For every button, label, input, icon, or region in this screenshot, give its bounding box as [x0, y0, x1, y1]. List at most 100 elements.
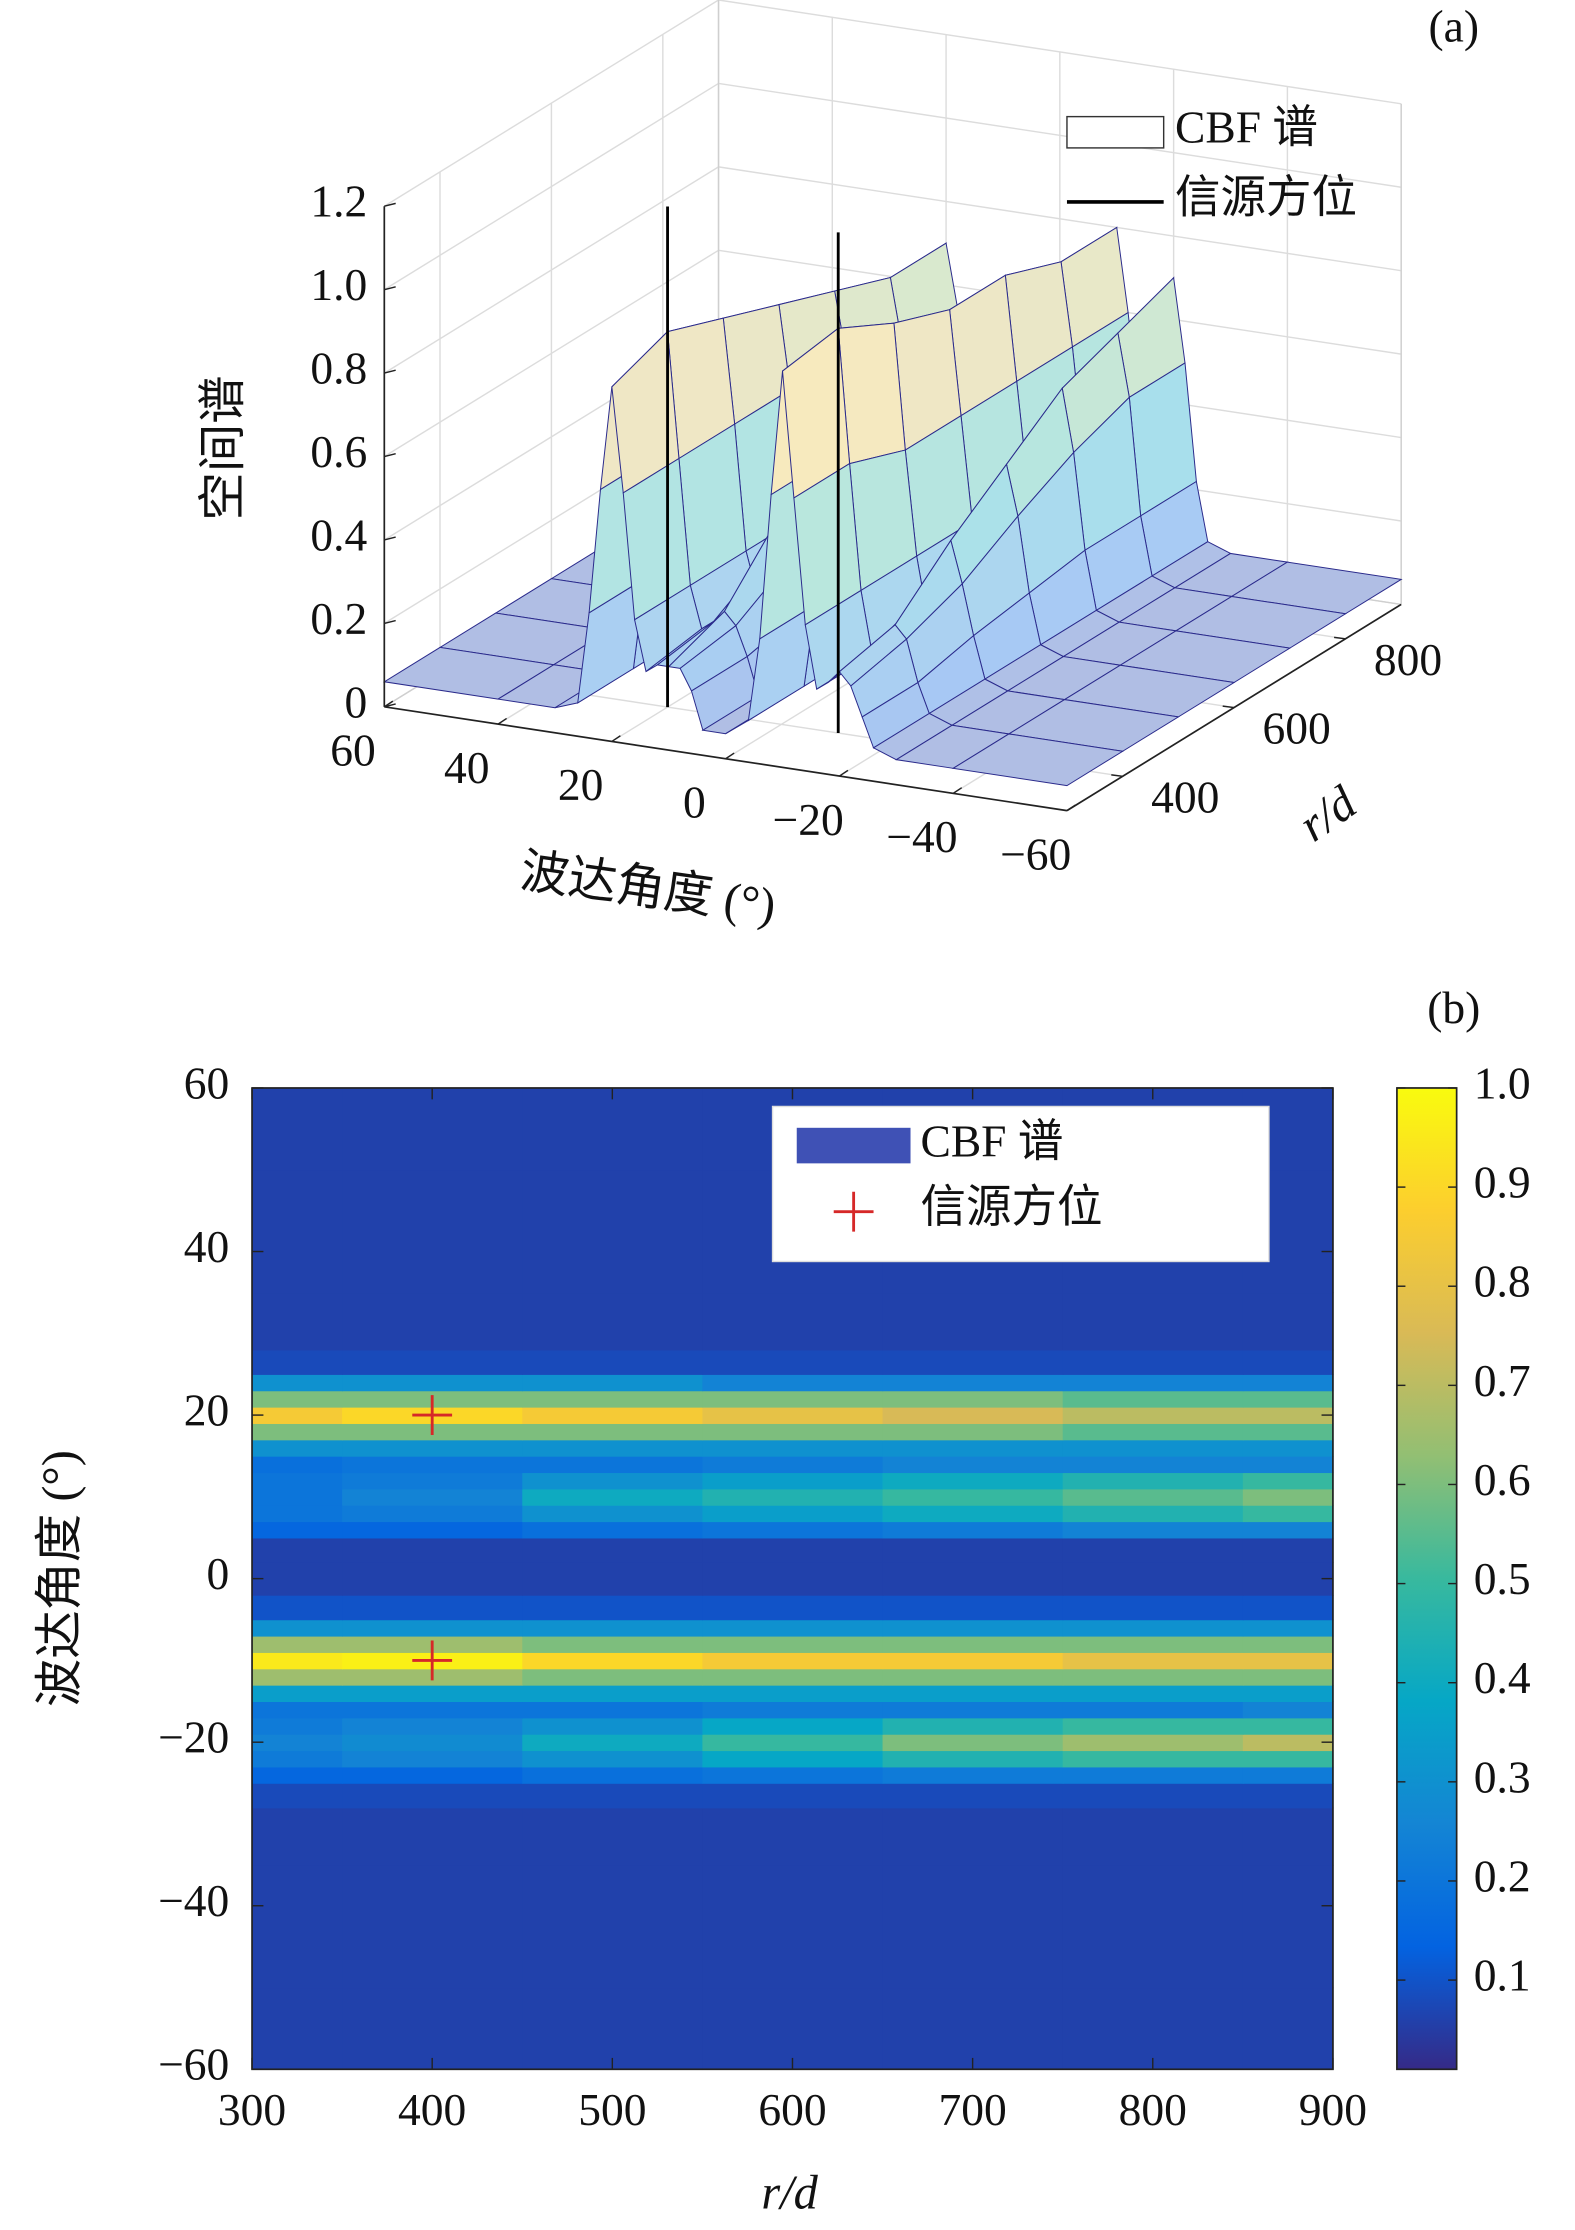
x-tick-label: 20: [558, 759, 604, 810]
heat-cell: [522, 1734, 704, 1752]
heat-cell: [522, 1537, 704, 1563]
heat-cell: [1242, 1701, 1334, 1719]
heat-cell: [882, 1292, 1064, 1351]
heat-cell: [252, 1766, 343, 1784]
heat-cell: [252, 1439, 343, 1457]
legend-label: CBF 谱: [1175, 102, 1318, 153]
heat-cell: [252, 1472, 343, 1490]
z-tick-label: 1.0: [310, 259, 367, 310]
heat-cell: [882, 1652, 1064, 1670]
heat-cell: [342, 1169, 523, 1294]
heat-cell: [1062, 1537, 1244, 1563]
heat-cell: [882, 1783, 1064, 1809]
heat-cell: [1062, 1987, 1244, 2071]
y-tick-label: 20: [184, 1385, 230, 1436]
heat-cell: [702, 1717, 884, 1735]
heat-cell: [342, 1684, 523, 1703]
heat-cell: [882, 1521, 1064, 1539]
x-tick-label: 600: [758, 2084, 826, 2135]
heat-cell: [882, 1439, 1064, 1457]
grid-line: [383, 249, 719, 458]
x-tick-label: 500: [578, 2084, 646, 2135]
heat-cell: [702, 1652, 884, 1670]
heat-cell: [1242, 1750, 1334, 1768]
heat-cell: [1062, 1349, 1244, 1375]
x-tick: [497, 717, 508, 725]
grid-line: [383, 0, 719, 207]
x-tick: [1066, 804, 1076, 812]
heat-cell: [252, 1668, 343, 1686]
heat-cell: [702, 1374, 884, 1392]
heat-cell: [1242, 1783, 1334, 1809]
heat-cell: [1242, 1390, 1334, 1408]
heat-cell: [342, 1807, 523, 1866]
x-tick: [725, 752, 735, 760]
z-tick-label: 0.6: [310, 426, 367, 477]
z-tick: [384, 286, 396, 291]
heat-cell: [882, 1684, 1064, 1703]
heat-cell: [702, 1864, 884, 1989]
heat-cell: [702, 1455, 884, 1474]
legend-swatch: [796, 1127, 911, 1164]
panel-label: (a): [1429, 1, 1480, 52]
heat-cell: [522, 1349, 704, 1375]
grid-line: [718, 0, 1402, 105]
heat-cell: [882, 1717, 1064, 1735]
heat-cell: [1062, 1864, 1244, 1989]
heat-cell: [252, 1619, 343, 1637]
heat-cell: [1062, 1488, 1244, 1506]
heat-cell: [522, 1406, 704, 1424]
y-tick-label: 0: [207, 1548, 230, 1599]
heat-cell: [342, 1374, 523, 1392]
heat-cell: [522, 1668, 704, 1686]
heat-cell: [882, 1374, 1064, 1392]
heat-cell: [702, 1807, 884, 1866]
heat-cell: [1242, 1717, 1334, 1735]
panel-b: (b) r/d 波达角度 (°) 300 400 500 600 700 800 900−6…: [33, 982, 1530, 2219]
heat-cell: [882, 1390, 1064, 1408]
heat-cell: [1242, 1619, 1334, 1637]
heat-cell: [522, 1439, 704, 1457]
heat-cell: [252, 1521, 343, 1539]
heat-cell: [1242, 1734, 1334, 1752]
heat-cell: [342, 1562, 523, 1596]
x-tick-label: 60: [330, 725, 376, 776]
grid-line: [383, 82, 719, 291]
heat-cell: [1062, 1668, 1244, 1686]
z-tick-label: 1.2: [310, 176, 367, 227]
panel-label: (b): [1427, 982, 1480, 1033]
grid-line: [718, 166, 1402, 272]
heat-cell: [702, 1734, 884, 1752]
y-axis-label: 波达角度 (°): [33, 1450, 86, 1707]
z-tick-label: 0.8: [310, 343, 367, 394]
heat-cell: [342, 1619, 523, 1637]
heat-cell: [1242, 1292, 1334, 1351]
heat-cell: [522, 1684, 704, 1703]
heat-cell: [882, 1423, 1064, 1441]
heat-cell: [522, 1521, 704, 1539]
heat-cell: [1062, 1635, 1244, 1653]
heat-cell: [252, 1169, 343, 1294]
x-tick-label: 0: [683, 777, 706, 828]
heat-cell: [882, 1734, 1064, 1752]
z-tick: [384, 536, 396, 541]
colorbar-tick-label: 0.4: [1474, 1652, 1531, 1703]
heat-cell: [522, 1087, 704, 1171]
heat-cell: [702, 1292, 884, 1351]
heat-cell: [702, 1987, 884, 2071]
heat-cell: [522, 1807, 704, 1866]
heat-cell: [522, 1987, 704, 2071]
y-tick: [1111, 774, 1123, 777]
heat-cell: [1062, 1423, 1244, 1441]
heat-cell: [1062, 1505, 1244, 1523]
heat-cell: [702, 1594, 884, 1621]
heat-cell: [1062, 1562, 1244, 1596]
heat-cell: [702, 1390, 884, 1408]
heat-cell: [252, 1087, 343, 1171]
y-tick-label: 600: [1263, 703, 1331, 754]
heat-cell: [1242, 1537, 1334, 1563]
z-tick: [384, 202, 396, 207]
heat-cell: [522, 1292, 704, 1351]
heat-cell: [342, 1488, 523, 1506]
